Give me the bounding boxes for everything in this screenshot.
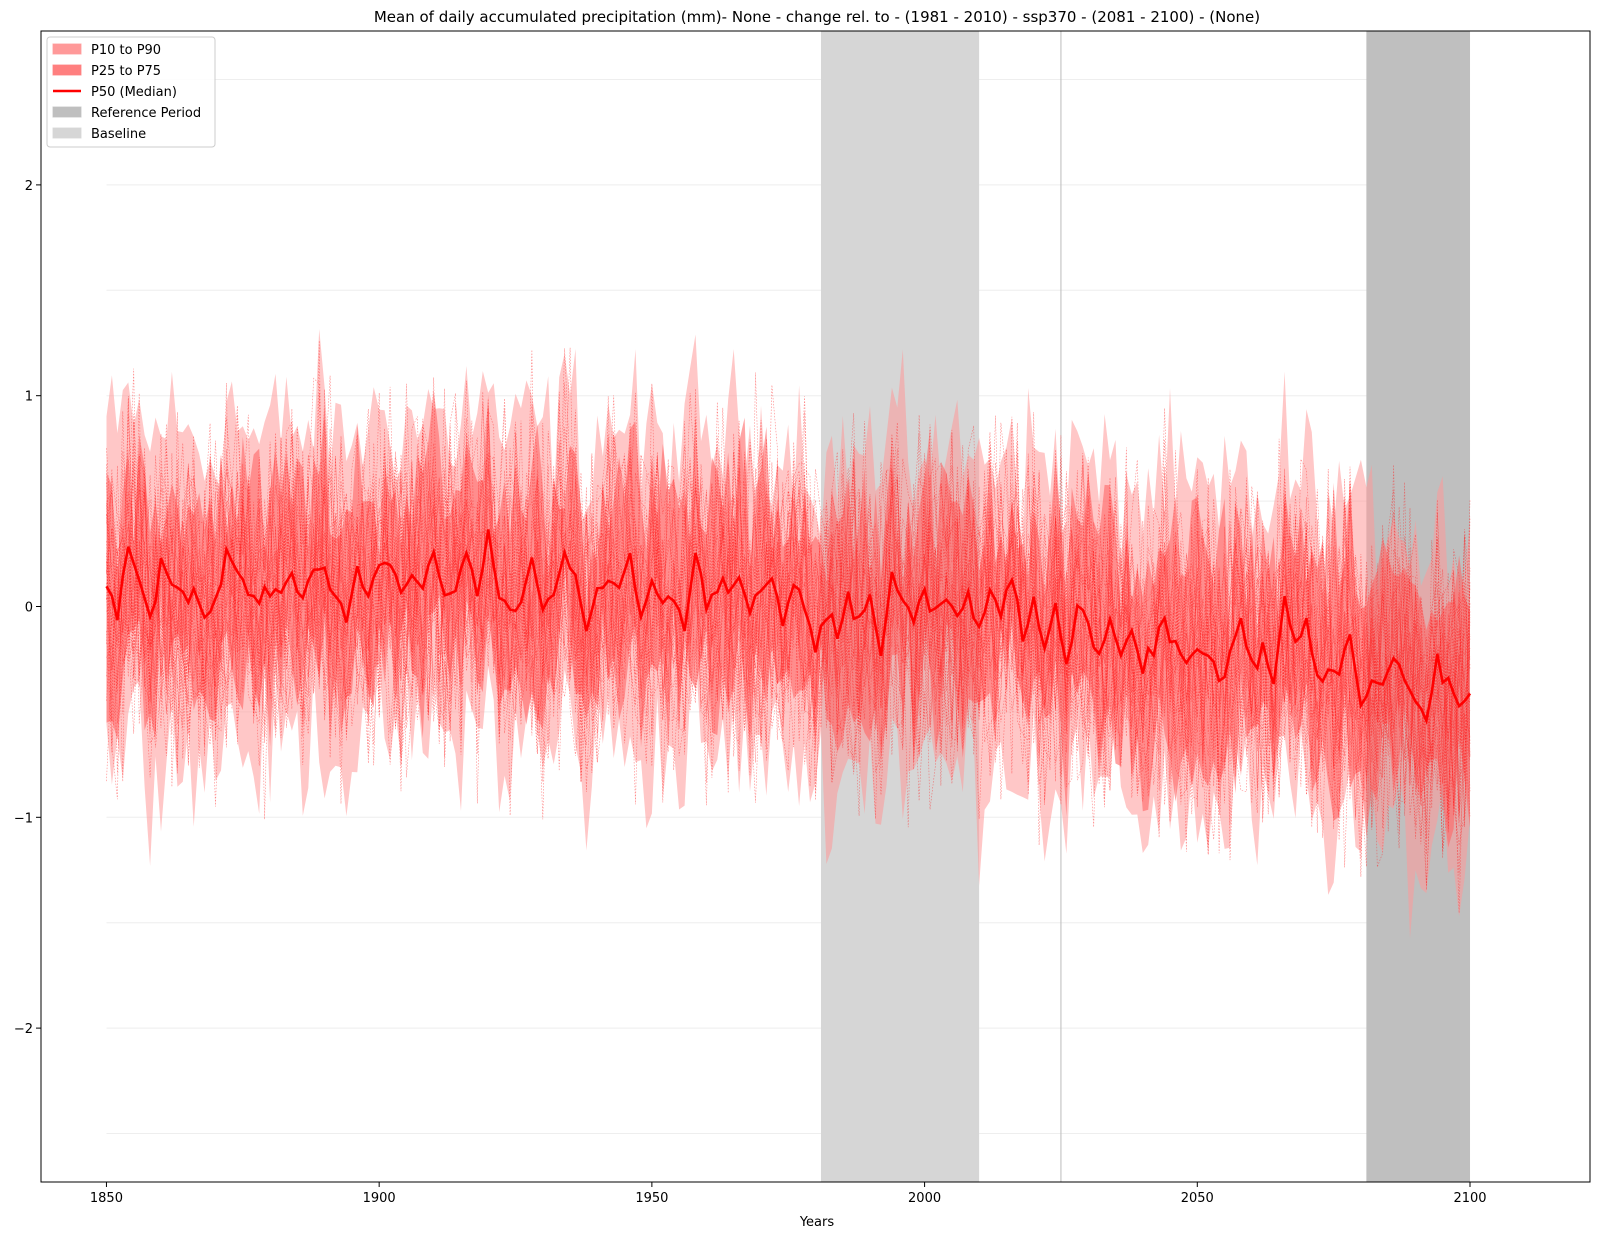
x-tick-label: 2000	[908, 1191, 941, 1206]
plot-area	[40, 30, 1591, 1183]
x-tick-label: 1850	[90, 1191, 123, 1206]
x-tick-label: 1900	[363, 1191, 396, 1206]
y-axis-ticks: −2 −1 0 1 2	[14, 179, 41, 1037]
y-tick-label: −2	[14, 1022, 33, 1037]
legend-label: P25 to P75	[91, 64, 161, 79]
y-tick-label: 2	[25, 179, 33, 194]
ensemble-member-line	[106, 420, 1471, 890]
ensemble-member-line	[106, 368, 1471, 875]
ensemble-member-line	[106, 391, 1471, 816]
ensemble-member-line	[106, 408, 1471, 832]
ensemble-member-line	[106, 405, 1471, 867]
median-line	[105, 529, 1472, 726]
legend-label: Reference Period	[91, 106, 201, 121]
y-tick-label: 1	[25, 390, 33, 405]
legend-swatch	[52, 127, 82, 139]
ensemble-member-line	[106, 388, 1471, 828]
x-axis-ticks: 1850 1900 1950 2000 2050 2100	[90, 1182, 1487, 1206]
p25-p75-band	[106, 389, 1470, 848]
ensemble-member-line	[106, 393, 1471, 825]
x-tick-label: 2100	[1453, 1191, 1486, 1206]
legend-label: P50 (Median)	[91, 85, 177, 100]
x-axis-label: Years	[799, 1215, 835, 1230]
legend-label: P10 to P90	[91, 43, 161, 58]
ensemble-member-line	[106, 377, 1471, 852]
legend-box	[46, 36, 216, 148]
x-tick-label: 2050	[1181, 1191, 1214, 1206]
ensemble-member-line	[106, 348, 1471, 855]
ensemble-member-line	[106, 392, 1471, 868]
legend: P10 to P90 P25 to P75 P50 (Median) Referenc…	[46, 36, 216, 148]
legend-label: Baseline	[91, 127, 146, 142]
y-tick-label: −1	[14, 811, 33, 826]
y-tick-label: 0	[25, 601, 33, 616]
chart-title: Mean of daily accumulated precipitation …	[374, 8, 1260, 26]
x-tick-label: 1950	[635, 1191, 668, 1206]
legend-swatch	[52, 64, 82, 76]
legend-swatch	[52, 106, 82, 118]
legend-swatch	[52, 43, 82, 55]
ensemble-member-line	[106, 395, 1471, 812]
